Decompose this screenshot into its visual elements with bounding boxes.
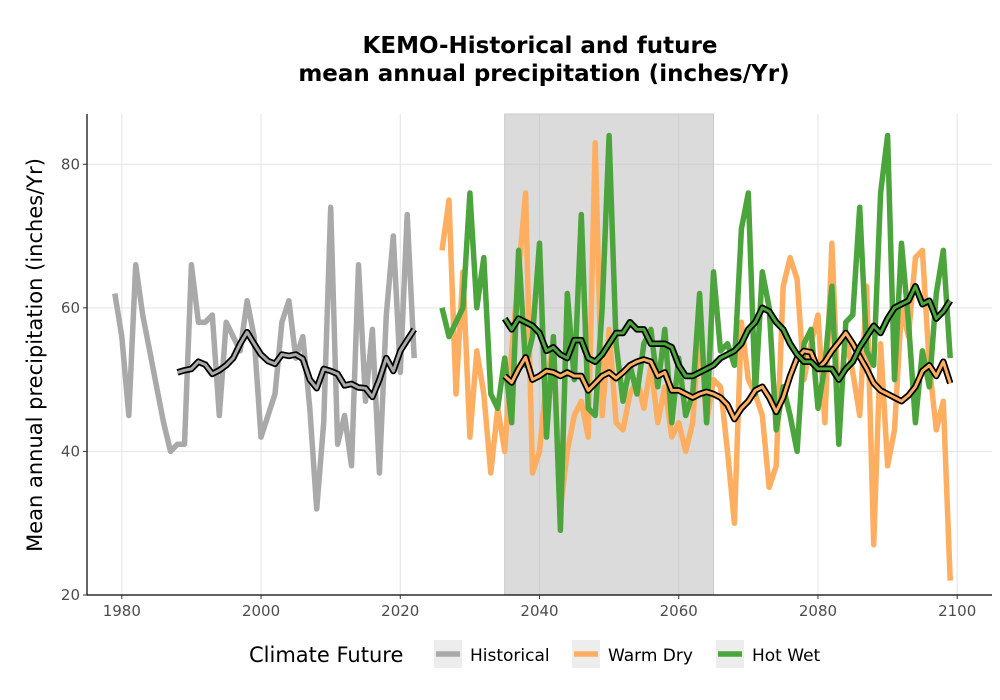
legend-label: Hot Wet	[752, 646, 821, 666]
y-tick-label: 60	[61, 299, 80, 317]
x-tick-label: 2060	[660, 602, 698, 620]
rolling-mean-line	[503, 331, 952, 421]
legend-title: Climate Future	[249, 643, 403, 667]
x-tick-label: 2020	[381, 602, 419, 620]
legend-label: Historical	[470, 646, 550, 666]
legend: Climate Future Historical Warm Dry Hot Wet	[249, 640, 821, 668]
x-tick-label: 2100	[938, 602, 976, 620]
rolling-mean-line	[177, 328, 416, 399]
legend-label: Warm Dry	[608, 646, 693, 666]
x-tick-label: 1980	[103, 602, 141, 620]
y-tick-label: 80	[61, 155, 80, 173]
rolling-mean-line	[503, 284, 952, 382]
x-tick-label: 2000	[242, 602, 280, 620]
x-tick-label: 2080	[799, 602, 837, 620]
y-tick-label: 20	[61, 586, 80, 604]
rolling-mean-lines	[176, 283, 954, 423]
series-line	[112, 204, 417, 512]
y-tick-label: 40	[61, 442, 80, 460]
chart-title-line1: KEMO-Historical and future	[363, 33, 718, 59]
chart-title-line2: mean annual precipitation (inches/Yr)	[298, 61, 789, 87]
x-tick-label: 2040	[520, 602, 558, 620]
y-axis-title: Mean annual precipitation (inches/Yr)	[23, 158, 47, 552]
